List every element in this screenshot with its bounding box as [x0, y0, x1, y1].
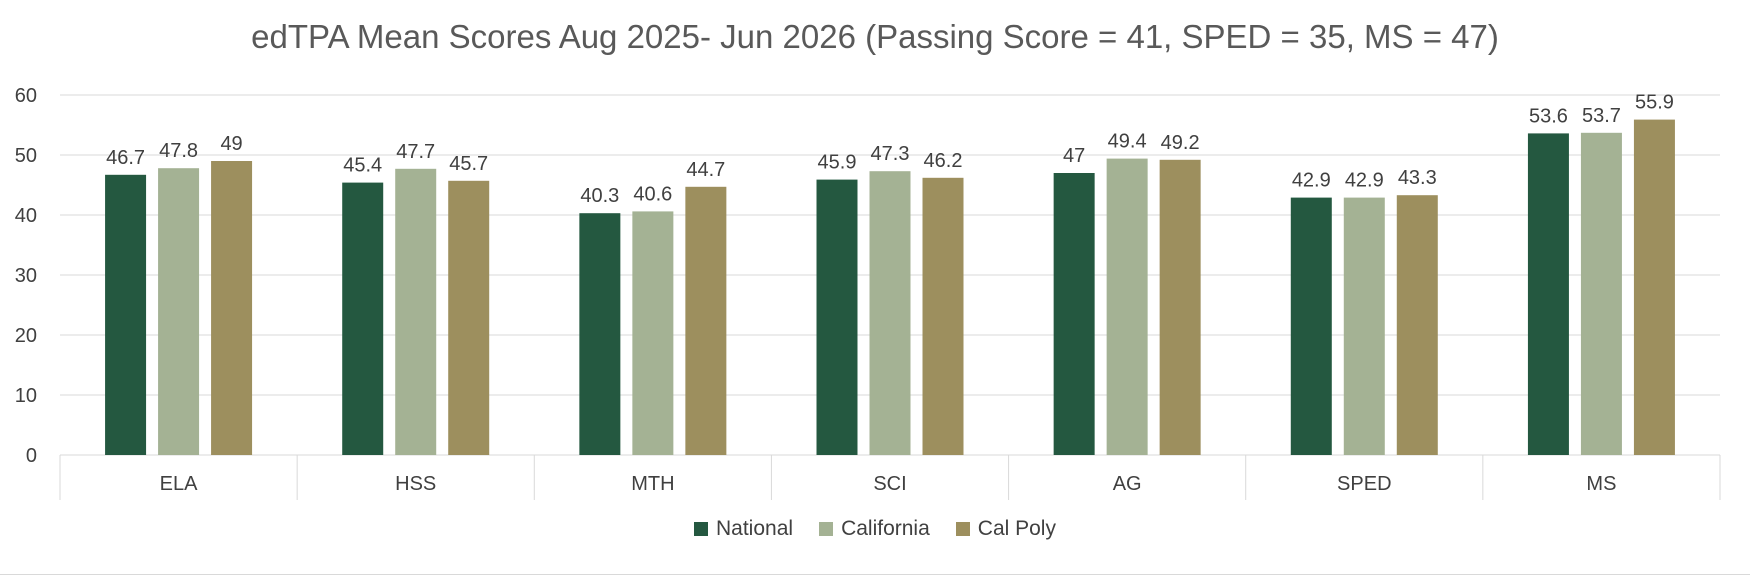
- legend-label: National: [716, 517, 794, 540]
- bar: [1053, 173, 1095, 455]
- data-label: 45.7: [449, 153, 488, 175]
- x-axis-tick-labels: ELA HSS MTH SCI AG SPED MS: [160, 473, 1617, 495]
- bar: [395, 168, 437, 456]
- legend-swatch: [694, 522, 708, 536]
- bar: [105, 174, 147, 456]
- bar: [1396, 195, 1438, 455]
- x-tick-label: ELA: [160, 473, 198, 495]
- data-label: 53.6: [1529, 105, 1568, 127]
- legend-item: Cal Poly: [955, 517, 1056, 541]
- bar: [1580, 132, 1622, 456]
- y-axis-tick-labels: 0 10 20 30 40 50 60: [15, 85, 37, 467]
- bar: [1633, 119, 1675, 455]
- bar: [158, 168, 200, 455]
- y-tick-label: 50: [15, 145, 37, 167]
- data-label: 46.7: [106, 147, 145, 169]
- data-label: 53.7: [1582, 105, 1621, 127]
- x-tick-label: HSS: [395, 473, 436, 495]
- bar: [816, 179, 858, 455]
- bar: [211, 161, 253, 455]
- x-tick-label: SCI: [873, 473, 906, 495]
- data-labels: 46.7 47.8 49 45.4 47.7 45.7 40.3 40.6 44.7 45.9 47…: [106, 92, 1674, 208]
- x-tick-label: MS: [1586, 473, 1616, 495]
- bar: [922, 177, 964, 456]
- y-tick-label: 30: [15, 265, 37, 287]
- data-label: 47.8: [159, 140, 198, 162]
- legend-item: California: [819, 517, 930, 541]
- data-label: 55.9: [1635, 92, 1674, 114]
- data-label: 47: [1063, 145, 1085, 167]
- divider: [0, 574, 1750, 575]
- legend-swatch: [819, 522, 834, 536]
- x-tick-label: MTH: [631, 473, 674, 495]
- y-tick-label: 0: [26, 445, 37, 467]
- data-label: 49.2: [1161, 132, 1200, 154]
- bar: [342, 182, 384, 455]
- data-label: 49.4: [1108, 131, 1147, 153]
- bar: [1343, 197, 1385, 455]
- legend-label: Cal Poly: [977, 517, 1056, 540]
- x-tick-label: AG: [1113, 473, 1142, 495]
- y-tick-label: 40: [15, 205, 37, 227]
- bar: [685, 186, 727, 456]
- x-tick-label: SPED: [1337, 473, 1391, 495]
- data-label: 42.9: [1292, 170, 1331, 192]
- legend: National California Cal Poly: [0, 517, 1750, 541]
- legend-item: National: [694, 517, 793, 541]
- bar: [1527, 133, 1569, 455]
- bar: [1106, 158, 1148, 455]
- bars: [105, 119, 1675, 456]
- bar: [869, 171, 911, 455]
- data-label: 42.9: [1345, 170, 1384, 192]
- data-label: 40.3: [580, 185, 619, 207]
- y-tick-label: 60: [15, 85, 37, 107]
- data-label: 45.9: [818, 152, 857, 174]
- data-label: 47.7: [396, 141, 435, 163]
- bar: [1290, 197, 1332, 455]
- bar: [448, 180, 490, 456]
- data-label: 46.2: [924, 150, 963, 172]
- legend-label: California: [841, 517, 930, 540]
- data-label: 47.3: [871, 143, 910, 165]
- bar: [579, 213, 621, 455]
- y-tick-label: 20: [15, 325, 37, 347]
- y-tick-label: 10: [15, 385, 37, 407]
- data-label: 45.4: [343, 155, 382, 177]
- data-label: 43.3: [1398, 167, 1437, 189]
- data-label: 49: [220, 133, 242, 155]
- legend-swatch: [955, 522, 970, 536]
- chart-title: edTPA Mean Scores Aug 2025- Jun 2026 (Pa…: [251, 18, 1499, 55]
- data-label: 40.6: [633, 183, 672, 205]
- bar: [632, 211, 674, 455]
- data-label: 44.7: [686, 159, 725, 181]
- bar: [1159, 159, 1201, 456]
